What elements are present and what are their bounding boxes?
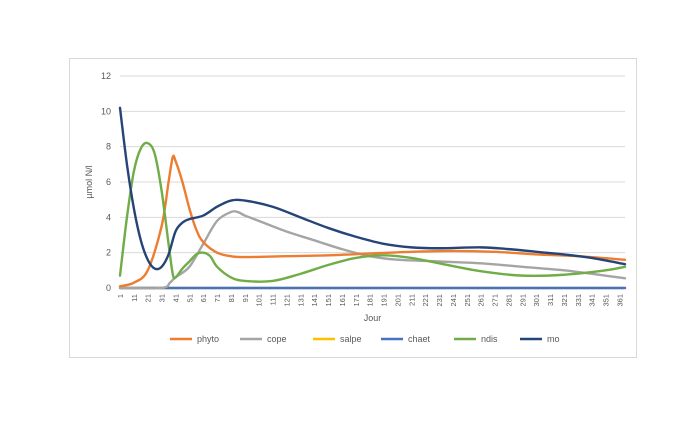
x-tick-label: 151 <box>324 294 333 307</box>
y-tick-label: 0 <box>106 283 111 293</box>
x-axis-title: Jour <box>364 313 382 323</box>
legend-label-chaet: chaet <box>408 334 431 344</box>
x-tick-label: 31 <box>158 294 167 302</box>
y-tick-label: 8 <box>106 142 111 152</box>
series-line-phyto <box>118 154 627 288</box>
x-tick-label: 71 <box>213 294 222 302</box>
x-tick-label: 311 <box>546 294 555 306</box>
y-tick-label: 12 <box>101 71 111 81</box>
x-tick-label: 111 <box>269 294 278 305</box>
x-tick-label: 271 <box>491 294 500 307</box>
legend-label-salpe: salpe <box>340 334 362 344</box>
y-axis-title: µmol N/l <box>84 165 94 198</box>
x-tick-label: 171 <box>352 294 361 307</box>
x-tick-label: 341 <box>588 294 597 307</box>
x-tick-label: 161 <box>338 294 347 307</box>
x-tick-label: 201 <box>393 294 402 307</box>
series-line-ndis <box>118 141 627 283</box>
x-tick-label: 221 <box>421 294 430 307</box>
x-tick-label: 281 <box>504 294 513 307</box>
x-tick-label: 211 <box>407 294 416 306</box>
x-tick-label: 81 <box>227 294 236 302</box>
x-tick-label: 21 <box>144 294 153 302</box>
series-line-cope <box>118 210 627 290</box>
chart-frame: 0 2 4 6 8 10 12 1 11 21 31 41 51 61 71 81 91 101 111 121 13… <box>69 58 637 358</box>
x-tick-label: 131 <box>296 294 305 307</box>
y-tick-label: 4 <box>106 212 111 222</box>
legend-label-phyto: phyto <box>197 334 219 344</box>
x-tick-label: 51 <box>185 294 194 302</box>
x-axis-ticks: 1 11 21 31 41 51 61 71 81 91 101 111 121 131 141 151 161… <box>116 294 624 307</box>
x-tick-label: 181 <box>366 294 375 307</box>
x-tick-label: 91 <box>241 294 250 302</box>
x-tick-label: 41 <box>171 294 180 302</box>
x-tick-label: 351 <box>602 294 611 307</box>
x-tick-label: 1 <box>116 294 125 298</box>
x-tick-label: 241 <box>449 294 458 307</box>
y-tick-label: 6 <box>106 177 111 187</box>
x-tick-label: 321 <box>560 294 569 307</box>
x-tick-label: 101 <box>255 294 264 307</box>
x-tick-label: 291 <box>518 294 527 307</box>
legend-label-ndis: ndis <box>481 334 498 344</box>
x-tick-label: 191 <box>380 294 389 307</box>
series-line-mo <box>118 106 627 271</box>
x-tick-label: 141 <box>310 294 319 307</box>
y-tick-label: 10 <box>101 106 111 116</box>
x-tick-label: 361 <box>615 294 624 307</box>
y-tick-label: 2 <box>106 248 111 258</box>
x-tick-label: 121 <box>282 294 291 307</box>
series-lines <box>118 106 627 290</box>
y-axis-ticks: 0 2 4 6 8 10 12 <box>101 71 111 293</box>
legend: phyto cope salpe chaet ndis mo <box>170 334 560 344</box>
legend-label-cope: cope <box>267 334 287 344</box>
x-tick-label: 331 <box>574 294 583 307</box>
x-tick-label: 261 <box>477 294 486 307</box>
x-tick-label: 301 <box>532 294 541 307</box>
legend-label-mo: mo <box>547 334 560 344</box>
x-tick-label: 251 <box>463 294 472 307</box>
x-tick-label: 231 <box>435 294 444 307</box>
x-tick-label: 61 <box>199 294 208 302</box>
x-tick-label: 11 <box>130 294 139 302</box>
